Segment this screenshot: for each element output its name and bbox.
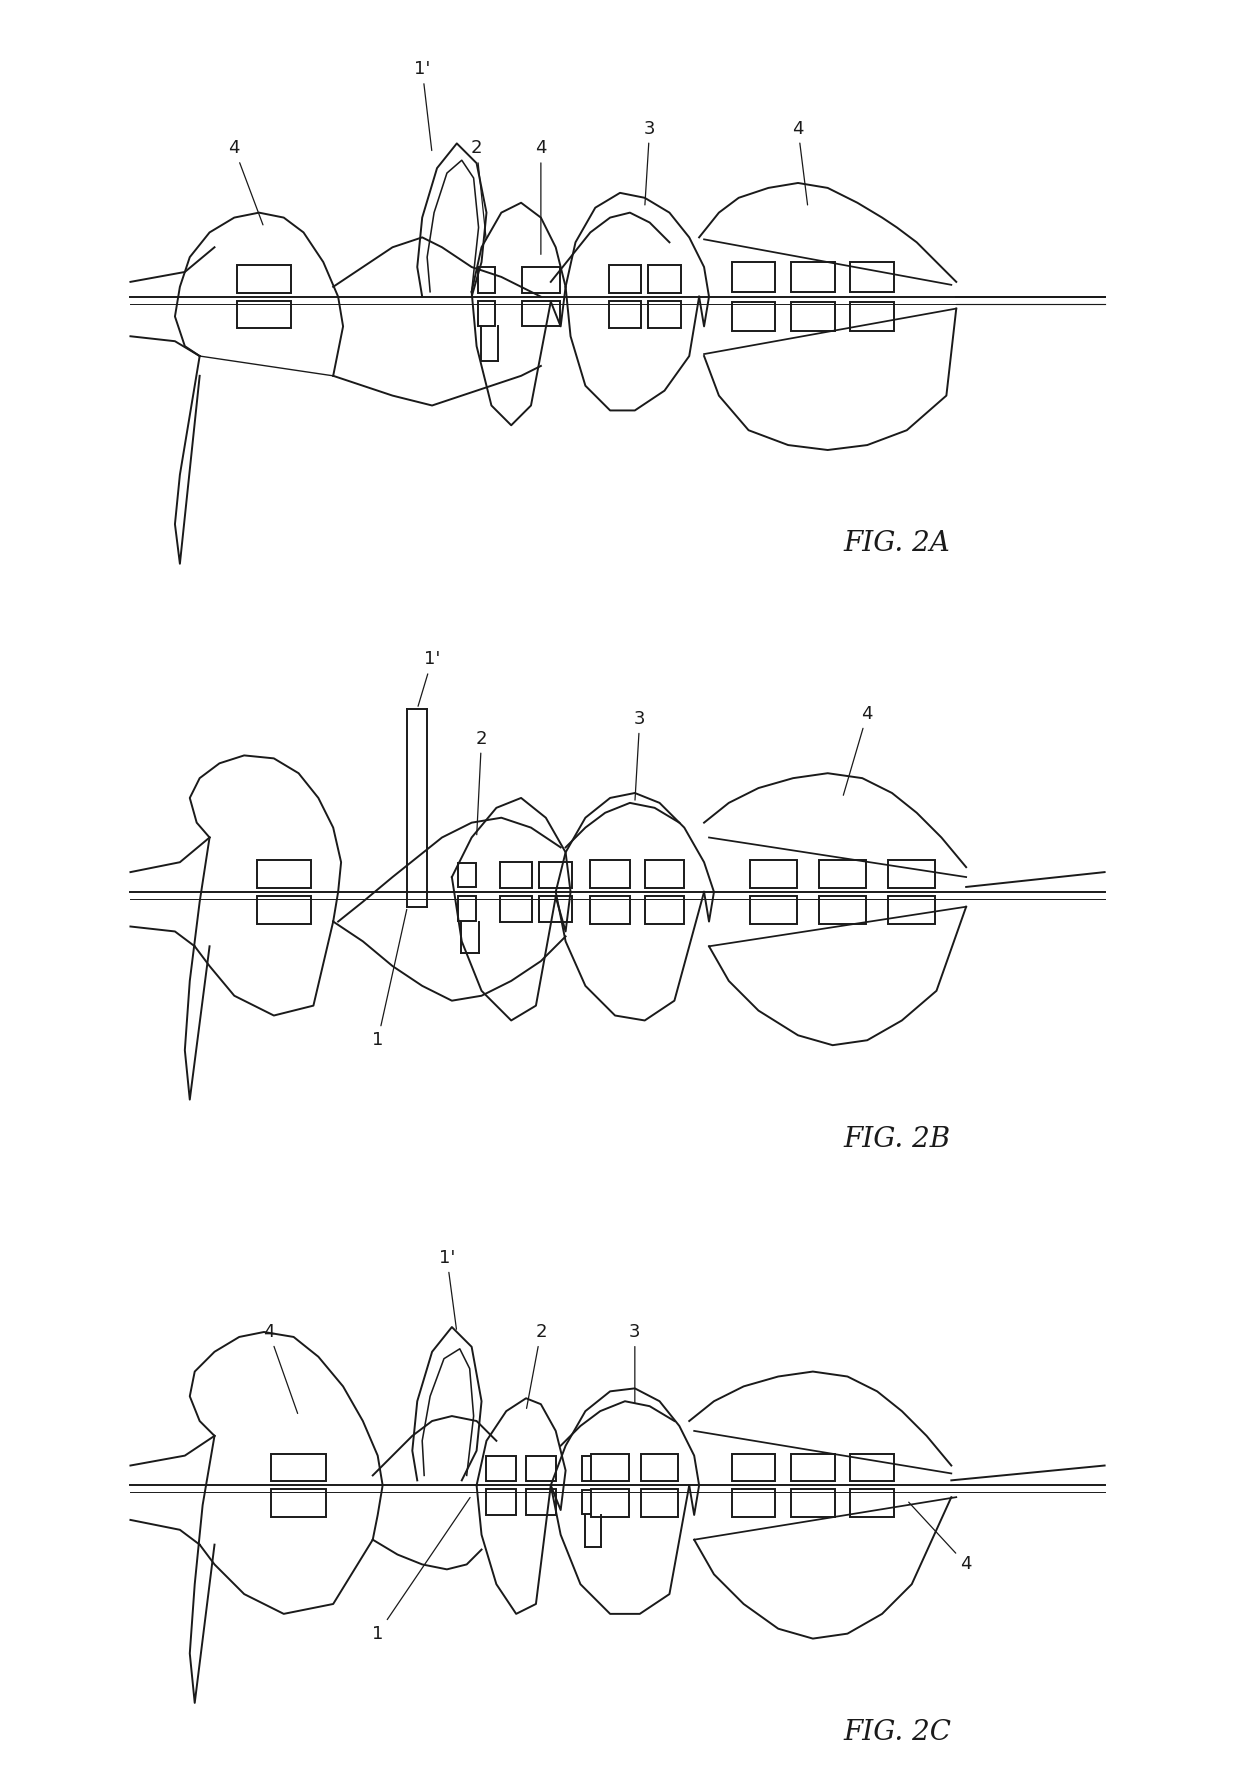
Text: 1': 1': [418, 650, 440, 706]
Bar: [888, 896, 935, 923]
Text: 1: 1: [372, 909, 407, 1050]
Bar: [645, 861, 684, 887]
Text: 4: 4: [536, 139, 547, 255]
Bar: [641, 1454, 678, 1481]
Bar: [272, 1454, 326, 1481]
Bar: [486, 1456, 516, 1481]
Bar: [649, 266, 681, 292]
Bar: [458, 862, 476, 887]
Bar: [851, 301, 894, 331]
Text: 4: 4: [263, 1322, 298, 1413]
Bar: [526, 1490, 556, 1515]
Bar: [732, 301, 775, 331]
Text: 4: 4: [792, 119, 807, 205]
Bar: [609, 301, 641, 328]
Bar: [749, 861, 797, 887]
Text: 4: 4: [228, 139, 263, 225]
Text: 2: 2: [527, 1322, 547, 1408]
Bar: [500, 862, 532, 887]
Bar: [272, 1490, 326, 1516]
Bar: [257, 896, 311, 923]
Text: 2: 2: [476, 729, 487, 834]
Bar: [522, 267, 559, 292]
Text: 1': 1': [414, 61, 432, 150]
Bar: [609, 266, 641, 292]
Bar: [257, 861, 311, 887]
Bar: [732, 262, 775, 292]
Text: 3: 3: [644, 119, 656, 205]
Bar: [888, 861, 935, 887]
Bar: [732, 1454, 775, 1481]
Bar: [237, 301, 291, 328]
Text: 4: 4: [909, 1502, 972, 1574]
Bar: [237, 266, 291, 292]
Text: 4: 4: [843, 706, 873, 795]
Text: FIG. 2B: FIG. 2B: [843, 1126, 951, 1153]
Bar: [851, 1490, 894, 1516]
Bar: [749, 896, 797, 923]
Bar: [791, 301, 835, 331]
Bar: [539, 896, 572, 921]
Bar: [522, 301, 559, 326]
Bar: [526, 1456, 556, 1481]
Bar: [539, 862, 572, 887]
Bar: [477, 301, 496, 326]
Bar: [590, 861, 630, 887]
Text: 1': 1': [439, 1249, 456, 1329]
Bar: [851, 262, 894, 292]
Bar: [582, 1456, 599, 1481]
Bar: [590, 896, 630, 923]
Bar: [791, 1454, 835, 1481]
Bar: [851, 1454, 894, 1481]
Bar: [645, 896, 684, 923]
Text: 2: 2: [471, 139, 486, 239]
Bar: [818, 896, 867, 923]
Bar: [582, 1490, 599, 1515]
Bar: [649, 301, 681, 328]
Bar: [477, 267, 496, 292]
Bar: [732, 1490, 775, 1516]
Text: FIG. 2C: FIG. 2C: [843, 1720, 951, 1746]
Bar: [791, 1490, 835, 1516]
Bar: [591, 1454, 629, 1481]
Bar: [458, 896, 476, 921]
Bar: [591, 1490, 629, 1516]
Bar: [818, 861, 867, 887]
Text: FIG. 2A: FIG. 2A: [843, 531, 950, 558]
Text: 1: 1: [372, 1497, 470, 1643]
Bar: [500, 896, 532, 921]
Text: 3: 3: [634, 709, 646, 800]
Bar: [641, 1490, 678, 1516]
Bar: [791, 262, 835, 292]
Bar: [486, 1490, 516, 1515]
Text: 3: 3: [629, 1322, 641, 1404]
